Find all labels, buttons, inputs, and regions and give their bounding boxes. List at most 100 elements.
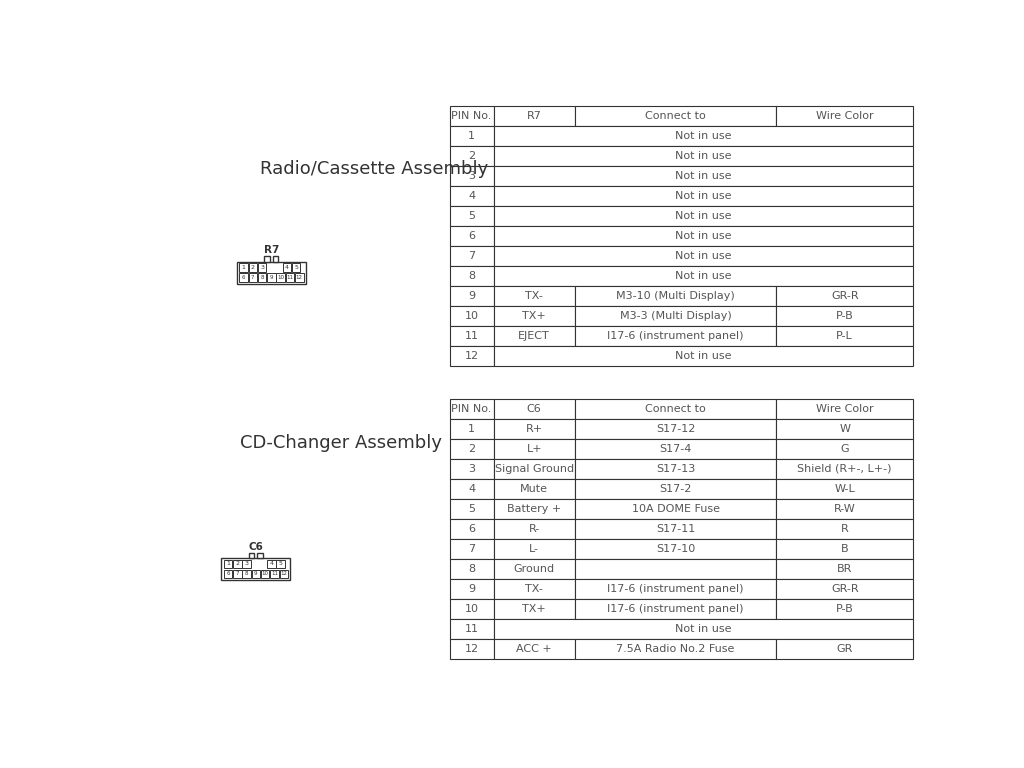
Bar [574, 326, 776, 346]
Text: Not in use: Not in use [675, 351, 731, 361]
Bar [276, 560, 285, 568]
Bar [494, 106, 574, 126]
Text: L-: L- [529, 544, 540, 554]
Text: PIN No.: PIN No. [452, 404, 492, 414]
Bar [494, 306, 574, 326]
Bar [494, 639, 574, 659]
Bar [286, 273, 294, 282]
Bar [494, 286, 574, 306]
Bar [450, 579, 494, 599]
Text: 3: 3 [468, 171, 475, 181]
Bar [240, 263, 248, 272]
Text: Not in use: Not in use [675, 624, 731, 634]
Bar [450, 326, 494, 346]
Bar [270, 570, 279, 578]
Text: C6: C6 [526, 404, 542, 414]
Text: S17-10: S17-10 [656, 544, 695, 554]
Text: I17-6 (instrument panel): I17-6 (instrument panel) [607, 584, 743, 594]
Text: M3-3 (Multi Display): M3-3 (Multi Display) [620, 311, 731, 321]
Text: 12: 12 [296, 275, 303, 280]
Bar [450, 498, 494, 518]
Text: C6: C6 [249, 542, 263, 552]
Bar [450, 286, 494, 306]
Bar [776, 539, 913, 559]
Bar [776, 478, 913, 498]
Text: 3: 3 [468, 464, 475, 474]
Bar [776, 579, 913, 599]
Bar [574, 399, 776, 419]
Text: B: B [841, 544, 849, 554]
Text: P-B: P-B [836, 604, 854, 614]
Text: Shield (R+-, L+-): Shield (R+-, L+-) [798, 464, 892, 474]
Text: 5: 5 [294, 265, 298, 270]
Bar [574, 106, 776, 126]
Bar [267, 560, 275, 568]
Bar [249, 263, 257, 272]
Text: 9: 9 [468, 584, 475, 594]
Bar [450, 206, 494, 226]
Bar [450, 106, 494, 126]
Text: 11: 11 [271, 571, 278, 576]
Bar [450, 478, 494, 498]
Bar [494, 126, 913, 146]
Bar [494, 619, 913, 639]
Bar [574, 639, 776, 659]
Bar [450, 639, 494, 659]
Bar [494, 247, 913, 266]
Bar [450, 346, 494, 366]
Text: 7: 7 [236, 571, 239, 576]
Bar [574, 286, 776, 306]
Text: TX-: TX- [525, 291, 543, 301]
Text: 4: 4 [285, 265, 289, 270]
Bar [574, 539, 776, 559]
Text: 4: 4 [468, 191, 475, 201]
Bar [273, 257, 279, 262]
Text: 7: 7 [468, 544, 475, 554]
Bar [450, 539, 494, 559]
Bar [249, 273, 257, 282]
Text: 9: 9 [269, 275, 273, 280]
Bar [292, 263, 300, 272]
Text: Signal Ground: Signal Ground [495, 464, 573, 474]
Text: I17-6 (instrument panel): I17-6 (instrument panel) [607, 331, 743, 341]
Bar [494, 346, 913, 366]
Text: 2: 2 [468, 444, 475, 454]
Text: 6: 6 [468, 524, 475, 534]
Bar [450, 419, 494, 439]
Text: 1: 1 [468, 424, 475, 434]
Text: 1: 1 [468, 131, 475, 141]
Text: TX+: TX+ [522, 604, 546, 614]
Bar [233, 570, 242, 578]
Text: Wire Color: Wire Color [816, 111, 873, 121]
Text: 8: 8 [468, 564, 475, 574]
Bar [276, 273, 285, 282]
Text: 1: 1 [242, 265, 246, 270]
Text: TX-: TX- [525, 584, 543, 594]
Bar [776, 458, 913, 478]
Text: Ground: Ground [514, 564, 555, 574]
Text: GR: GR [837, 644, 853, 654]
Text: L+: L+ [526, 444, 542, 454]
Bar [450, 439, 494, 458]
Text: S17-13: S17-13 [656, 464, 695, 474]
Bar [494, 439, 574, 458]
Bar [494, 478, 574, 498]
Text: 3: 3 [245, 561, 249, 566]
Text: 6: 6 [468, 231, 475, 241]
Bar [776, 286, 913, 306]
Bar [776, 599, 913, 619]
Bar [494, 186, 913, 206]
Text: 12: 12 [465, 644, 478, 654]
Bar [494, 166, 913, 186]
Bar [574, 559, 776, 579]
Text: Not in use: Not in use [675, 191, 731, 201]
Bar [776, 639, 913, 659]
Text: R: R [841, 524, 849, 534]
Text: Wire Color: Wire Color [816, 404, 873, 414]
Bar [776, 306, 913, 326]
Text: P-L: P-L [837, 331, 853, 341]
Text: 12: 12 [281, 571, 288, 576]
Bar [776, 498, 913, 518]
Bar [450, 306, 494, 326]
Text: R-W: R-W [834, 504, 856, 514]
